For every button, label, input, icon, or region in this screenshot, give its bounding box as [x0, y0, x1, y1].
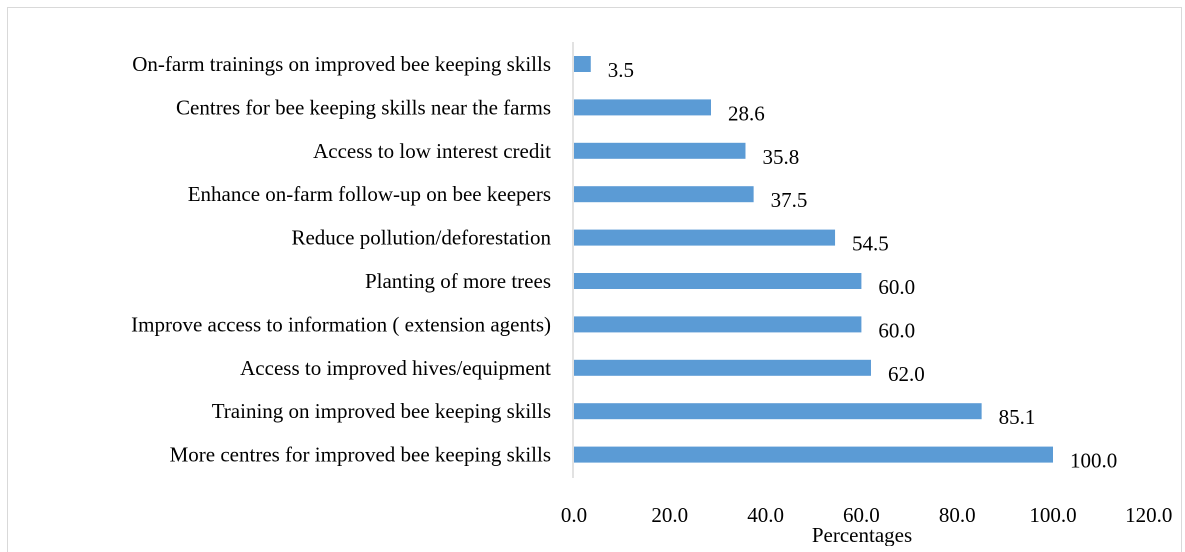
x-tick-label: 80.0 — [939, 503, 976, 527]
x-tick-label: 120.0 — [1125, 503, 1172, 527]
x-tick-label: 0.0 — [561, 503, 587, 527]
bar — [574, 316, 862, 333]
data-label: 54.5 — [852, 232, 889, 256]
data-label: 3.5 — [608, 58, 634, 82]
data-label: 37.5 — [771, 188, 808, 212]
category-label: Access to improved hives/equipment — [240, 356, 551, 380]
category-label: Reduce pollution/deforestation — [291, 226, 551, 250]
category-label: Improve access to information ( extensio… — [131, 312, 551, 336]
data-label: 62.0 — [888, 362, 925, 386]
x-tick-label: 60.0 — [843, 503, 880, 527]
bar — [574, 229, 836, 246]
category-label: Enhance on-farm follow-up on bee keepers — [188, 182, 551, 206]
bar — [574, 186, 754, 203]
bar — [574, 273, 862, 289]
data-label: 60.0 — [878, 318, 915, 342]
bar — [574, 99, 711, 116]
data-label: 100.0 — [1070, 449, 1117, 473]
category-label: More centres for improved bee keeping sk… — [170, 443, 551, 467]
category-label: Training on improved bee keeping skills — [212, 399, 551, 423]
chart-frame — [7, 7, 1182, 552]
bars-layer — [574, 56, 1053, 463]
bar — [574, 403, 982, 420]
category-label: Centres for bee keeping skills near the … — [176, 95, 551, 119]
data-label: 60.0 — [878, 275, 915, 299]
category-label: On-farm trainings on improved bee keepin… — [132, 52, 551, 76]
bar — [574, 56, 591, 72]
x-tick-label: 100.0 — [1029, 503, 1076, 527]
x-tick-label: 40.0 — [747, 503, 784, 527]
data-label: 28.6 — [728, 101, 765, 125]
bar — [574, 446, 1053, 463]
category-label: Access to low interest credit — [313, 139, 551, 163]
bar — [574, 142, 746, 159]
bar — [574, 359, 871, 376]
category-label: Planting of more trees — [365, 269, 551, 293]
labels-layer: More centres for improved bee keeping sk… — [131, 52, 1172, 527]
x-axis-title: Percentages — [812, 523, 912, 546]
data-label: 35.8 — [762, 145, 799, 169]
data-label: 85.1 — [999, 405, 1036, 429]
x-tick-label: 20.0 — [651, 503, 688, 527]
